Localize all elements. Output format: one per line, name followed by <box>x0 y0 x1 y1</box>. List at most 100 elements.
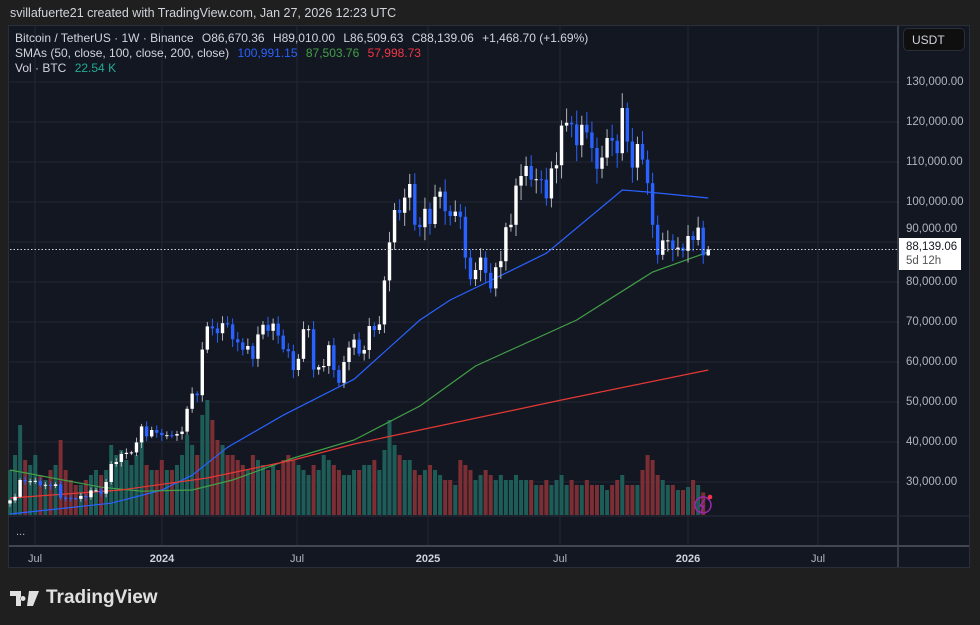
time-tick: Jul <box>289 553 305 565</box>
candle-body <box>286 349 290 352</box>
volume-legend[interactable]: Vol · BTC 22.54 K <box>15 61 121 75</box>
candle-body <box>615 140 619 154</box>
candle-body <box>640 144 645 160</box>
candle-body <box>397 210 402 213</box>
candle-body <box>473 270 478 280</box>
volume-bar <box>382 450 387 515</box>
candle-body <box>605 138 609 158</box>
candle-body <box>387 242 392 281</box>
volume-bar <box>650 460 655 515</box>
tradingview-logo[interactable]: TradingView <box>10 587 158 609</box>
time-tick: 2025 <box>415 553 441 565</box>
volume-bar <box>402 460 407 515</box>
candle-body <box>635 144 640 168</box>
volume-bar <box>564 485 569 515</box>
volume-bar <box>493 480 498 515</box>
candle-body <box>423 208 427 228</box>
candle-body <box>306 329 311 331</box>
tradingview-logo-icon <box>10 591 39 606</box>
candle-body <box>155 430 159 433</box>
candle-body <box>236 339 240 343</box>
volume-bar <box>195 455 200 515</box>
volume-bar <box>281 460 286 515</box>
volume-bar <box>48 470 53 515</box>
volume-bar <box>210 420 215 515</box>
sma200-value: 57,998.73 <box>367 46 421 60</box>
sma-legend[interactable]: SMAs (50, close, 100, close, 200, close)… <box>15 46 426 60</box>
candle-body <box>691 236 695 240</box>
volume-bar <box>331 465 336 515</box>
sma50-value: 100,991.15 <box>237 46 298 60</box>
volume-bar <box>215 440 220 515</box>
volume-bar <box>53 465 58 515</box>
candle-body <box>69 498 73 499</box>
sma-lines <box>9 189 709 515</box>
candle-body <box>296 358 301 370</box>
price-tick: 90,000.00 <box>906 223 958 235</box>
candle-body <box>144 426 149 437</box>
volume-bar <box>448 480 453 515</box>
candle-body <box>696 227 700 240</box>
volume-bar <box>468 470 473 515</box>
volume-bar <box>230 455 235 515</box>
candle-body <box>8 500 12 504</box>
volume-bar <box>438 475 443 515</box>
candle-body <box>28 481 32 483</box>
candle-body <box>276 323 280 336</box>
volume-bar <box>529 480 534 515</box>
candle-body <box>18 480 22 497</box>
volume-bar <box>296 465 301 515</box>
volume-bar <box>534 485 539 515</box>
candle-body <box>585 124 589 133</box>
volume-bar <box>180 455 185 515</box>
volume-bar <box>63 470 68 515</box>
volume-bar <box>169 470 174 515</box>
currency-button[interactable]: USDT <box>903 28 965 51</box>
volume-bar <box>235 460 240 515</box>
price-tick: 50,000.00 <box>906 396 958 408</box>
candle-body <box>94 490 98 492</box>
candle-body <box>114 462 118 464</box>
symbol-legend[interactable]: Bitcoin / TetherUS · 1W · Binance O86,67… <box>15 31 593 45</box>
price-tick: 100,000.00 <box>906 196 964 208</box>
candle-body <box>676 247 680 250</box>
candle-body <box>53 484 58 486</box>
volume-bar <box>266 470 271 515</box>
candle-body <box>109 464 113 482</box>
candle-body <box>509 224 513 228</box>
ohlc-close: C88,139.06 <box>411 31 474 45</box>
volume-bar <box>443 480 448 515</box>
volume-bar <box>347 475 352 515</box>
volume-bar <box>58 440 63 515</box>
candle-body <box>281 335 285 350</box>
volume-bar <box>473 480 478 515</box>
candle-body <box>489 272 493 289</box>
volume-bar <box>417 475 422 515</box>
candle-body <box>519 176 523 186</box>
volume-bar <box>286 455 291 515</box>
subpane-menu[interactable]: ... <box>16 526 26 538</box>
lightning-icon[interactable] <box>694 494 713 514</box>
candle-body <box>347 347 351 362</box>
candle-body <box>575 124 579 146</box>
volume-bar <box>301 470 306 515</box>
candle-body <box>175 434 179 436</box>
candle-body <box>544 179 549 199</box>
candle-body <box>686 236 690 251</box>
volume-bar <box>306 475 311 515</box>
volume-bar <box>336 470 341 515</box>
candle-body <box>630 141 635 168</box>
candle-body <box>402 197 407 213</box>
candle-body <box>134 442 139 453</box>
volume-bar <box>422 470 427 515</box>
volume-bar <box>18 425 23 515</box>
volume-bar <box>463 465 468 515</box>
volume-bar <box>691 480 696 515</box>
candle-body <box>671 240 675 250</box>
candle-body <box>271 323 275 331</box>
candle-body <box>590 132 594 148</box>
volume-bar <box>387 420 392 515</box>
ohlc-open: O86,670.36 <box>201 31 265 45</box>
candle-body <box>230 324 235 340</box>
